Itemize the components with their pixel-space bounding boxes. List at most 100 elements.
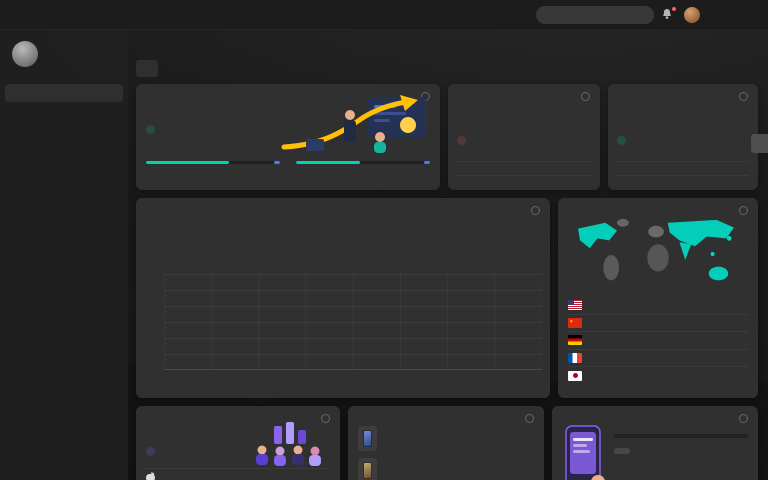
product-thumbnail [358,426,377,451]
info-icon[interactable] [321,414,330,423]
sidebar-item-page-options[interactable] [0,385,128,402]
sales-illustration [281,95,426,153]
total-sales-change [146,125,158,134]
notification-bell-button[interactable] [661,6,677,22]
sidebar-item-dashboard-v2[interactable] [0,117,128,132]
sidebar-item-chart[interactable] [0,300,128,317]
sidebar-item-extra[interactable] [0,402,128,419]
country-row-germany [568,331,748,349]
campaign-body [614,428,748,459]
sidebar-item-landing-page[interactable] [0,317,128,334]
progress-bar [146,161,280,164]
search-box[interactable] [536,6,654,24]
bullet-dot [457,167,461,171]
total-sales-sparkline [146,138,264,154]
product-row-iphone-xs [358,458,534,480]
y-axis-labels [144,274,160,370]
legend-page-views[interactable] [532,260,540,267]
country-row-japan [568,366,748,384]
japan-flag-icon [568,370,582,381]
sidebar-item-widgets[interactable] [0,164,128,181]
sidebar-item-version[interactable] [0,436,128,453]
date-range-picker[interactable] [136,60,158,77]
marketing-campaign-card [552,406,758,480]
sidebar-item-gallery[interactable] [0,368,128,385]
info-icon[interactable] [739,414,748,423]
row-desktop [617,161,749,175]
germany-flag-icon [568,335,582,346]
row-added-to-cart [457,147,591,161]
row-change [560,166,561,172]
sidebar-item-email[interactable] [0,147,128,164]
progress-bar [296,161,430,164]
total-sales-order-stat [146,158,280,164]
arrow-up-icon [146,447,155,456]
top-navbar [0,0,768,30]
sidebar-item-front-end[interactable] [0,266,128,283]
info-icon[interactable] [525,414,534,423]
bullet-dot [617,181,621,185]
apple-store-row [146,468,330,480]
product-thumbnail [358,458,377,480]
returning-visitors-stat [258,218,370,220]
arrow-down-icon [457,136,466,145]
sidebar-item-email-template[interactable] [0,283,128,300]
notification-badge [671,6,677,12]
bullet-dot [457,152,461,156]
country-list [568,296,748,384]
country-row-us [568,296,748,314]
social-illustration [256,422,321,466]
chart-legend [514,260,540,267]
sidebar-item-bootstrap-5[interactable] [0,198,128,215]
search-input[interactable] [543,10,653,20]
sidebar-item-ui-elements[interactable] [0,181,128,198]
country-row-france [568,348,748,367]
sidebar-item-map[interactable] [0,351,128,368]
info-icon[interactable] [581,92,590,101]
info-icon[interactable] [739,92,748,101]
view-campaign-button[interactable] [614,448,630,454]
conversion-rate-card [448,84,600,190]
sidebar-item-dashboard[interactable] [5,84,123,102]
sidebar-item-dashboard-v3[interactable] [0,132,128,147]
bullet-dot [617,152,621,156]
social-source-change [146,447,158,456]
product-row-iphone-xr [358,426,534,451]
social-source-card [136,406,340,480]
legend-unique-visitors[interactable] [514,260,522,267]
sidebar-item-tables[interactable] [0,232,128,249]
conversion-rate-chart [456,97,592,119]
conversion-rate-change [457,136,469,145]
dashboard-submenu [0,102,128,147]
row-change [560,180,561,186]
sidebar-profile[interactable] [0,30,128,80]
profile-avatar [12,41,38,67]
row-change [560,151,561,157]
conversion-breakdown [457,147,591,189]
france-flag-icon [568,353,582,364]
visitors-stats [146,218,482,220]
info-icon[interactable] [531,206,540,215]
user-menu[interactable] [705,0,709,30]
sidebar-item-pos-system[interactable] [0,249,128,266]
bell-icon [663,9,671,19]
sidebar-item-dashboard-v1[interactable] [0,102,128,117]
campaign-progress-bar [614,434,748,438]
theme-settings-button[interactable] [751,134,768,153]
user-avatar[interactable] [684,7,700,23]
top-products-card [348,406,544,480]
row-change [718,180,719,186]
sidebar [0,30,128,480]
visitors-analytics-card [136,198,550,398]
sidebar-item-calendar[interactable] [0,334,128,351]
campaign-illustration [565,425,605,480]
sidebar-item-login-register[interactable] [0,419,128,436]
row-mobile [617,147,749,161]
row-tablet [617,175,749,189]
us-flag-icon [568,299,582,310]
breadcrumb [746,40,758,49]
visitors-area-chart [164,274,542,370]
sidebar-item-form-stuff[interactable] [0,215,128,232]
new-visitors-stat [146,218,258,220]
info-icon[interactable] [739,206,748,215]
